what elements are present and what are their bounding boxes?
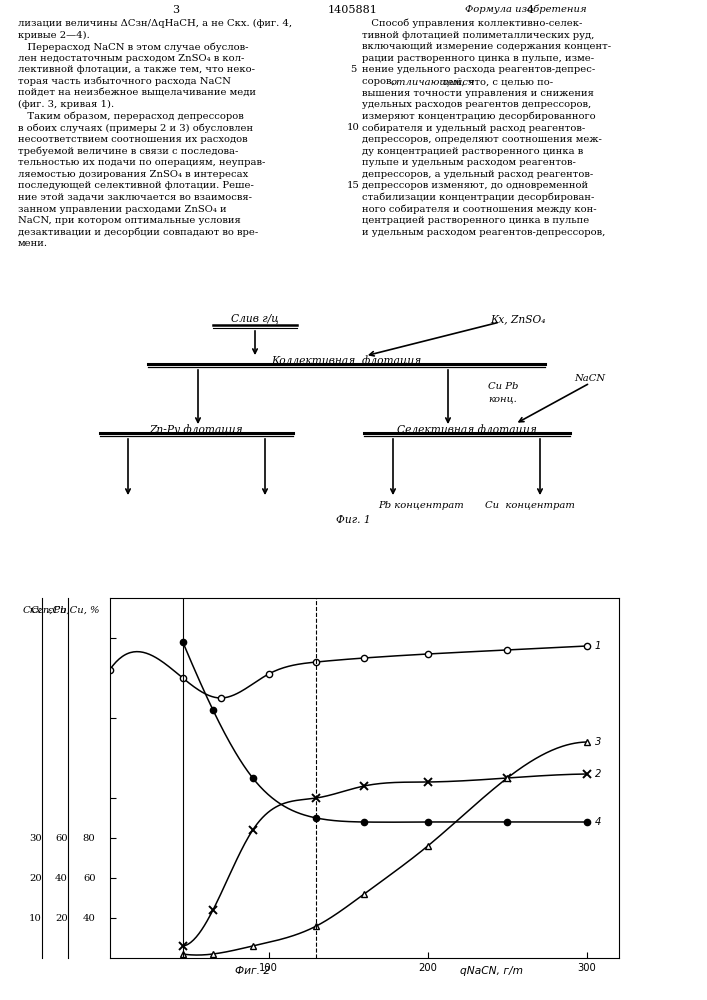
Text: торая часть избыточного расхода NaCN: торая часть избыточного расхода NaCN: [18, 77, 231, 87]
Text: Способ управления коллективно-селек-: Способ управления коллективно-селек-: [362, 19, 583, 28]
Text: 40: 40: [83, 914, 95, 923]
Text: Czn,Cu: Czn,Cu: [31, 606, 68, 615]
Text: qNaCN, г/m: qNaCN, г/m: [460, 966, 523, 976]
Text: занном управлении расходами ZnSO₄ и: занном управлении расходами ZnSO₄ и: [18, 205, 227, 214]
Text: собирателя и удельный расход реагентов-: собирателя и удельный расход реагентов-: [362, 123, 585, 133]
Text: последующей селективной флотации. Реше-: последующей селективной флотации. Реше-: [18, 181, 254, 190]
Text: и удельным расходом реагентов-депрессоров,: и удельным расходом реагентов-депрессоро…: [362, 228, 605, 237]
Text: 4: 4: [595, 817, 601, 827]
Text: (фиг. 3, кривая 1).: (фиг. 3, кривая 1).: [18, 100, 114, 109]
Text: кривые 2—4).: кривые 2—4).: [18, 31, 90, 40]
Text: 30: 30: [29, 834, 42, 843]
Text: пульпе и удельным расходом реагентов-: пульпе и удельным расходом реагентов-: [362, 158, 576, 167]
Text: ляемостью дозирования ZnSO₄ в интересах: ляемостью дозирования ZnSO₄ в интересах: [18, 170, 248, 179]
Text: Таким образом, перерасход депрессоров: Таким образом, перерасход депрессоров: [18, 112, 244, 121]
Text: в обоих случаях (примеры 2 и 3) обусловлен: в обоих случаях (примеры 2 и 3) обусловл…: [18, 123, 253, 133]
Text: 10: 10: [29, 914, 42, 923]
Text: NaCN, при котором оптимальные условия: NaCN, при котором оптимальные условия: [18, 216, 241, 225]
Text: Кх, ZnSO₄: Кх, ZnSO₄: [490, 314, 546, 324]
Text: 4: 4: [527, 5, 534, 15]
Text: 3: 3: [595, 737, 601, 747]
Text: Cu  концентрат: Cu концентрат: [485, 501, 575, 510]
Text: 2: 2: [595, 769, 601, 779]
Text: Cu Pb: Cu Pb: [488, 382, 518, 391]
Text: мени.: мени.: [18, 239, 48, 248]
Text: стабилизации концентрации десорбирован-: стабилизации концентрации десорбирован-: [362, 193, 595, 202]
Text: Перерасход NaCN в этом случае обуслов-: Перерасход NaCN в этом случае обуслов-: [18, 42, 248, 52]
Text: депрессоров, а удельный расход реагентов-: депрессоров, а удельный расход реагентов…: [362, 170, 593, 179]
Text: лен недостаточным расходом ZnSO₄ в кол-: лен недостаточным расходом ZnSO₄ в кол-: [18, 54, 245, 63]
Text: нение удельного расхода реагентов-депрес-: нение удельного расхода реагентов-депрес…: [362, 65, 595, 74]
Text: Zn-Py флотация: Zn-Py флотация: [150, 424, 243, 435]
Text: 3: 3: [173, 5, 180, 15]
Text: депрессоров изменяют, до одновременной: депрессоров изменяют, до одновременной: [362, 181, 588, 190]
Text: Скх: Скх: [23, 606, 42, 615]
Text: пойдет на неизбежное выщелачивание меди: пойдет на неизбежное выщелачивание меди: [18, 89, 256, 98]
Text: рации растворенного цинка в пульпе, изме-: рации растворенного цинка в пульпе, изме…: [362, 54, 594, 63]
Text: Фиг. 1: Фиг. 1: [336, 515, 370, 525]
Text: конц.: конц.: [488, 394, 517, 403]
Text: Коллективная  флотация: Коллективная флотация: [271, 355, 421, 366]
Text: 5: 5: [350, 65, 356, 74]
Text: 1405881: 1405881: [328, 5, 378, 15]
Text: Слив г/ц: Слив г/ц: [231, 314, 279, 324]
Text: 10: 10: [346, 123, 359, 132]
Text: соров,: соров,: [362, 77, 398, 86]
Text: 20: 20: [29, 874, 42, 883]
Text: тем, что, с целью по-: тем, что, с целью по-: [439, 77, 553, 86]
Text: 60: 60: [83, 874, 95, 883]
Text: 60: 60: [55, 834, 68, 843]
Text: NaCN: NaCN: [574, 374, 605, 383]
Text: Pb концентрат: Pb концентрат: [379, 501, 464, 510]
Text: тивной флотацией полиметаллических руд,: тивной флотацией полиметаллических руд,: [362, 31, 595, 40]
Text: вышения точности управления и снижения: вышения точности управления и снижения: [362, 89, 594, 98]
Text: отличающийся: отличающийся: [390, 77, 475, 86]
Text: Формула изобретения: Формула изобретения: [465, 5, 587, 14]
Text: 40: 40: [54, 874, 68, 883]
Text: Фиг. 2: Фиг. 2: [235, 966, 269, 976]
Text: 15: 15: [346, 181, 359, 190]
Text: несоответствием соотношения их расходов: несоответствием соотношения их расходов: [18, 135, 247, 144]
Text: лизации величины ΔCзн/ΔqНаСН, а не Cкх. (фиг. 4,: лизации величины ΔCзн/ΔqНаСН, а не Cкх. …: [18, 19, 292, 28]
Text: 1: 1: [595, 641, 601, 651]
Text: депрессоров, определяют соотношения меж-: депрессоров, определяют соотношения меж-: [362, 135, 602, 144]
Text: удельных расходов реагентов депрессоров,: удельных расходов реагентов депрессоров,: [362, 100, 591, 109]
Text: ние этой задачи заключается во взаимосвя-: ние этой задачи заключается во взаимосвя…: [18, 193, 252, 202]
Text: дезактивации и десорбции совпадают во вре-: дезактивации и десорбции совпадают во вр…: [18, 228, 258, 237]
Text: ду концентрацией растворенного цинка в: ду концентрацией растворенного цинка в: [362, 147, 583, 156]
Text: требуемой величине в связи с последова-: требуемой величине в связи с последова-: [18, 147, 238, 156]
Text: центрацией растворенного цинка в пульпе: центрацией растворенного цинка в пульпе: [362, 216, 589, 225]
Text: тельностью их подачи по операциям, неуправ-: тельностью их подачи по операциям, неупр…: [18, 158, 265, 167]
Text: ного собирателя и соотношения между кон-: ного собирателя и соотношения между кон-: [362, 205, 597, 214]
Text: включающий измерение содержания концент-: включающий измерение содержания концент-: [362, 42, 611, 51]
Text: 20: 20: [55, 914, 68, 923]
Text: 80: 80: [83, 834, 95, 843]
Text: Селективная флотация: Селективная флотация: [397, 424, 537, 435]
Text: измеряют концентрацию десорбированного: измеряют концентрацию десорбированного: [362, 112, 595, 121]
Text: лективной флотации, а также тем, что неко-: лективной флотации, а также тем, что нек…: [18, 65, 255, 74]
Text: εPb,Cu, %: εPb,Cu, %: [48, 606, 100, 615]
